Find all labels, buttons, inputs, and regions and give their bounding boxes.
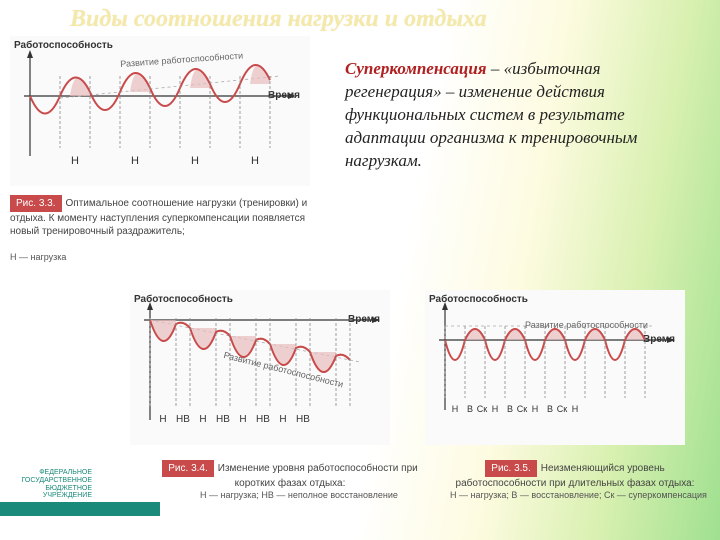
y-axis-label: Работоспособность	[14, 39, 113, 51]
chart-note: Развитие работоспособности	[525, 320, 648, 330]
svg-text:Н: Н	[572, 404, 579, 414]
svg-text:Н: Н	[532, 404, 539, 414]
fig-badge: Рис. 3.5.	[485, 460, 537, 477]
fig-badge: Рис. 3.4.	[162, 460, 214, 477]
svg-text:Ск: Ск	[557, 404, 567, 414]
svg-text:Н: Н	[191, 155, 199, 167]
legend-3-4: Н — нагрузка; НВ — неполное восстановлен…	[200, 490, 398, 500]
chart-3-5-svg: Работоспособность Время НВСкНВСкНВСкН Ра…	[425, 290, 685, 445]
caption-text: Изменение уровня работоспособности при к…	[218, 463, 418, 489]
ticks: НННН	[71, 155, 259, 167]
caption-3-3: Рис. 3.3.Оптимальное соотношение нагрузк…	[10, 195, 310, 238]
chart-3-3: Работоспособность Время НННН Развитие ра…	[10, 36, 310, 186]
y-axis-label: Работоспособность	[429, 293, 528, 305]
term: Суперкомпенсация	[345, 59, 487, 78]
svg-text:Н: Н	[199, 414, 206, 425]
svg-text:В: В	[547, 404, 553, 414]
shades	[465, 329, 645, 340]
ticks: Н НВ Н НВ Н НВ Н НВ	[159, 414, 310, 425]
page-title: Виды соотношения нагрузки и отдыха	[70, 6, 487, 33]
svg-text:НВ: НВ	[256, 414, 270, 425]
svg-text:В: В	[467, 404, 473, 414]
federal-bar	[0, 502, 160, 516]
svg-text:Н: Н	[279, 414, 286, 425]
svg-text:НВ: НВ	[216, 414, 230, 425]
svg-text:Н: Н	[239, 414, 246, 425]
federal-badge: ФЕДЕРАЛЬНОЕГОСУДАРСТВЕННОЕБЮДЖЕТНОЕУЧРЕЖ…	[12, 469, 92, 500]
svg-text:Н: Н	[159, 414, 166, 425]
svg-text:НВ: НВ	[296, 414, 310, 425]
svg-text:Н: Н	[251, 155, 259, 167]
svg-text:Н: Н	[452, 404, 459, 414]
svg-text:Ск: Ск	[517, 404, 527, 414]
fig-badge: Рис. 3.3.	[10, 195, 62, 212]
caption-3-4: Рис. 3.4.Изменение уровня работоспособно…	[160, 460, 420, 490]
chart-3-4: Работоспособность Время ННВННВННВННВ Раз…	[130, 290, 390, 445]
ticks: НВСкНВСкНВСкН	[452, 404, 579, 414]
caption-3-5: Рис. 3.5.Неизменяющийся уровень работосп…	[440, 460, 710, 490]
svg-text:НВ: НВ	[176, 414, 190, 425]
svg-text:В: В	[507, 404, 513, 414]
svg-text:Н: Н	[131, 155, 139, 167]
definition-block: Суперкомпенсация – «избыточная регенерац…	[345, 58, 695, 173]
chart-3-5: Работоспособность Время НВСкНВСкНВСкН Ра…	[425, 290, 685, 445]
y-axis-label: Работоспособность	[134, 293, 233, 305]
svg-text:Ск: Ск	[477, 404, 487, 414]
svg-text:Н: Н	[71, 155, 79, 167]
legend-3-3: Н — нагрузка	[10, 252, 66, 262]
legend-3-5: Н — нагрузка; В — восстановление; Ск — с…	[450, 490, 707, 500]
svg-text:Н: Н	[492, 404, 499, 414]
